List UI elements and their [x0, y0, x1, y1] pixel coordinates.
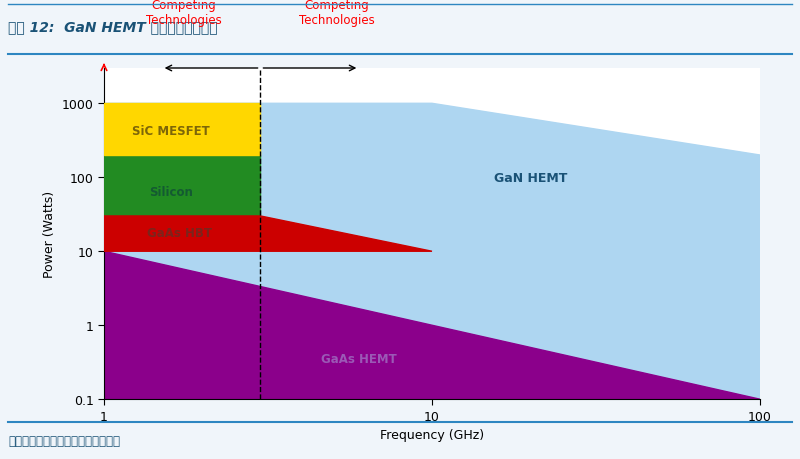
- Polygon shape: [104, 217, 432, 252]
- Polygon shape: [104, 156, 261, 217]
- Text: GaN HEMT: GaN HEMT: [494, 171, 567, 185]
- Text: Multiple
Competing
Technologies: Multiple Competing Technologies: [146, 0, 222, 27]
- Text: GaAs HBT: GaAs HBT: [147, 226, 212, 239]
- Text: 图表 12:  GaN HEMT 禁带宽度表现优异: 图表 12: GaN HEMT 禁带宽度表现优异: [8, 21, 218, 34]
- Polygon shape: [104, 104, 261, 156]
- Text: SiC MESFET: SiC MESFET: [132, 125, 210, 138]
- Polygon shape: [104, 252, 760, 399]
- Text: 资料来源：英飞凌，国盛证券研究所: 资料来源：英飞凌，国盛证券研究所: [8, 434, 120, 447]
- X-axis label: Frequency (GHz): Frequency (GHz): [380, 428, 484, 441]
- Polygon shape: [104, 104, 760, 399]
- Text: Silicon: Silicon: [149, 185, 193, 198]
- Y-axis label: Power (Watts): Power (Watts): [43, 190, 56, 278]
- Text: GaAs HEMT: GaAs HEMT: [322, 353, 397, 366]
- Text: Few
Competing
Technologies: Few Competing Technologies: [299, 0, 374, 27]
